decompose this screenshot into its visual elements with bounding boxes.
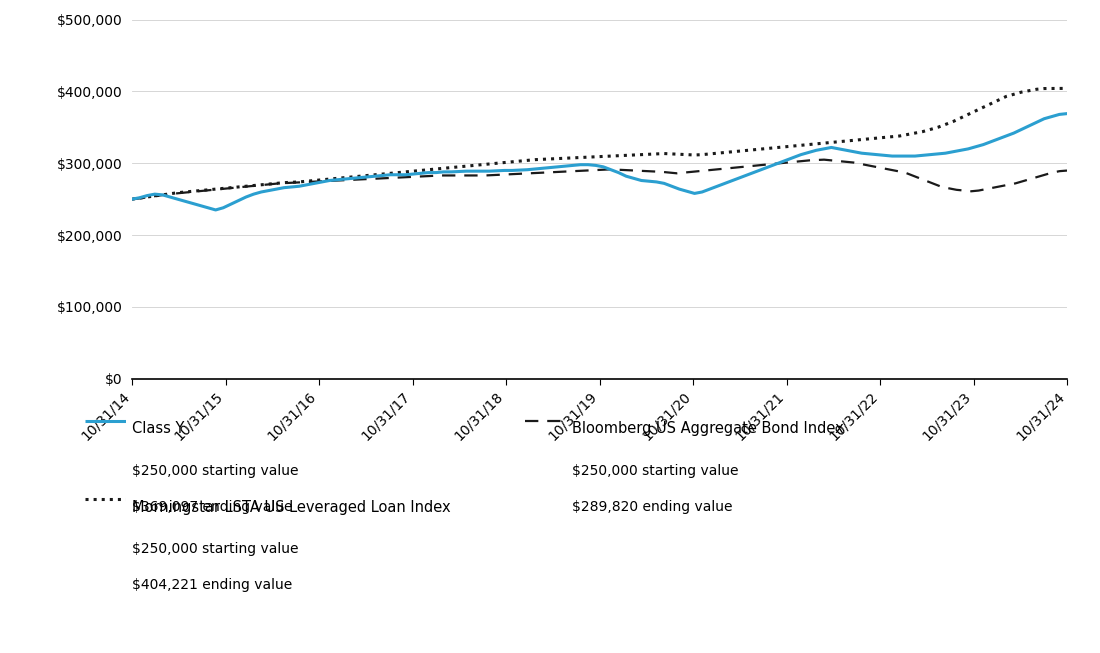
Text: $404,221 ending value: $404,221 ending value bbox=[132, 578, 293, 592]
Text: Bloomberg US Aggregate Bond Index: Bloomberg US Aggregate Bond Index bbox=[572, 421, 844, 436]
Text: $250,000 starting value: $250,000 starting value bbox=[132, 542, 298, 556]
Text: $250,000 starting value: $250,000 starting value bbox=[132, 464, 298, 477]
Text: $250,000 starting value: $250,000 starting value bbox=[572, 464, 738, 477]
Text: Morningstar LSTA US Leveraged Loan Index: Morningstar LSTA US Leveraged Loan Index bbox=[132, 500, 451, 515]
Text: $369,097 ending value: $369,097 ending value bbox=[132, 500, 293, 513]
Text: $289,820 ending value: $289,820 ending value bbox=[572, 500, 733, 513]
Text: Class Y: Class Y bbox=[132, 421, 185, 436]
